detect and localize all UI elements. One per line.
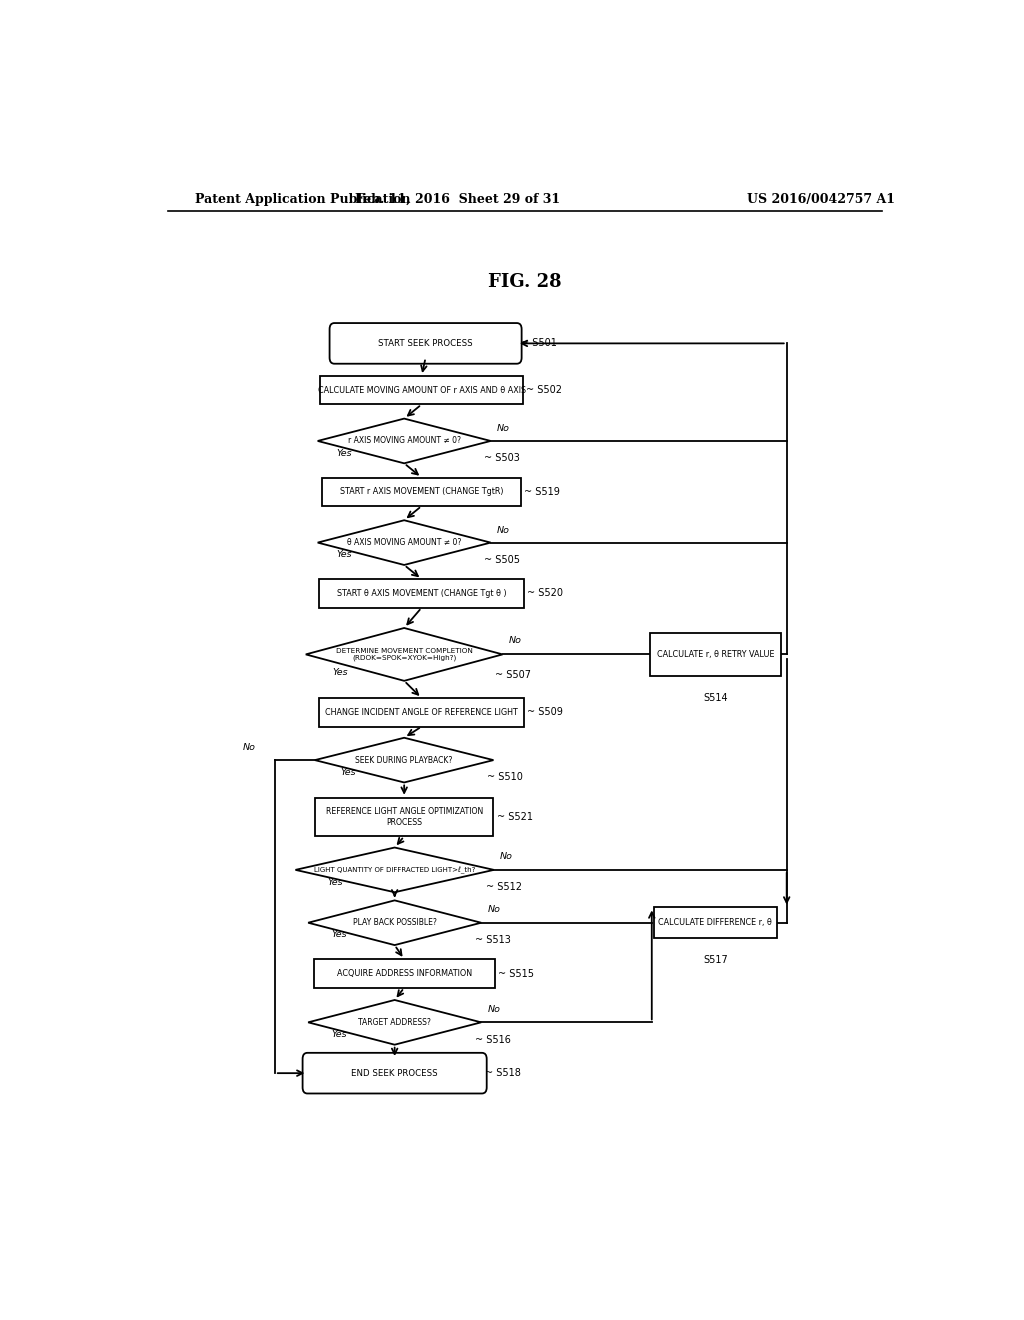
Text: ~ S519: ~ S519 (524, 487, 560, 496)
Text: ~ S513: ~ S513 (475, 935, 511, 945)
Text: CALCULATE r, θ RETRY VALUE: CALCULATE r, θ RETRY VALUE (656, 649, 774, 659)
Text: No: No (497, 424, 510, 433)
Text: START SEEK PROCESS: START SEEK PROCESS (378, 339, 473, 348)
Text: ~ S501: ~ S501 (521, 338, 557, 348)
Text: Yes: Yes (337, 449, 352, 458)
Text: CALCULATE MOVING AMOUNT OF r AXIS AND θ AXIS: CALCULATE MOVING AMOUNT OF r AXIS AND θ … (317, 385, 525, 395)
Text: Yes: Yes (331, 931, 347, 940)
Text: CALCULATE DIFFERENCE r, θ: CALCULATE DIFFERENCE r, θ (658, 919, 772, 927)
Text: Yes: Yes (333, 668, 348, 677)
Bar (319, 698, 524, 726)
Text: ~ S516: ~ S516 (475, 1035, 511, 1044)
Text: ACQUIRE ADDRESS INFORMATION: ACQUIRE ADDRESS INFORMATION (337, 969, 472, 978)
Text: No: No (497, 525, 510, 535)
Polygon shape (306, 628, 503, 681)
Text: r AXIS MOVING AMOUNT ≠ 0?: r AXIS MOVING AMOUNT ≠ 0? (348, 437, 461, 445)
Text: No: No (487, 1005, 501, 1014)
Text: Feb. 11, 2016  Sheet 29 of 31: Feb. 11, 2016 Sheet 29 of 31 (354, 193, 560, 206)
Text: Yes: Yes (328, 878, 343, 887)
Text: ~ S507: ~ S507 (495, 669, 530, 680)
Text: No: No (509, 636, 522, 644)
FancyBboxPatch shape (330, 323, 521, 364)
Text: No: No (500, 853, 513, 861)
Text: No: No (487, 906, 501, 913)
Bar (319, 579, 524, 607)
Text: US 2016/0042757 A1: US 2016/0042757 A1 (748, 193, 895, 206)
FancyBboxPatch shape (303, 1053, 486, 1093)
Bar (653, 907, 777, 939)
Polygon shape (296, 847, 494, 892)
Text: ~ S518: ~ S518 (485, 1068, 521, 1078)
Bar (650, 634, 780, 676)
Text: ~ S502: ~ S502 (526, 385, 562, 395)
Text: ~ S512: ~ S512 (486, 882, 522, 892)
Polygon shape (315, 738, 494, 783)
Text: ~ S510: ~ S510 (487, 772, 523, 783)
Polygon shape (317, 418, 490, 463)
Text: ~ S520: ~ S520 (527, 589, 563, 598)
Text: Yes: Yes (341, 768, 356, 776)
Text: END SEEK PROCESS: END SEEK PROCESS (351, 1069, 438, 1077)
Bar (321, 376, 523, 404)
Text: θ AXIS MOVING AMOUNT ≠ 0?: θ AXIS MOVING AMOUNT ≠ 0? (347, 539, 462, 546)
Text: SEEK DURING PLAYBACK?: SEEK DURING PLAYBACK? (355, 755, 453, 764)
Text: ~ S505: ~ S505 (484, 554, 520, 565)
Text: ~ S509: ~ S509 (527, 708, 563, 717)
Text: S514: S514 (702, 693, 728, 704)
Text: ~ S503: ~ S503 (484, 453, 520, 463)
Text: S517: S517 (702, 956, 728, 965)
Text: ~ S515: ~ S515 (498, 969, 534, 978)
Text: PLAY BACK POSSIBLE?: PLAY BACK POSSIBLE? (352, 919, 436, 927)
Text: Patent Application Publication: Patent Application Publication (196, 193, 411, 206)
Text: Yes: Yes (337, 550, 352, 560)
Text: DETERMINE MOVEMENT COMPLETION
(RDOK=SPOK=XYOK=High?): DETERMINE MOVEMENT COMPLETION (RDOK=SPOK… (336, 648, 473, 661)
Text: ~ S521: ~ S521 (497, 812, 532, 822)
Bar (323, 478, 521, 506)
Text: FIG. 28: FIG. 28 (488, 273, 561, 292)
Text: Yes: Yes (331, 1030, 347, 1039)
Text: START θ AXIS MOVEMENT (CHANGE Tgt θ ): START θ AXIS MOVEMENT (CHANGE Tgt θ ) (337, 589, 507, 598)
Text: TARGET ADDRESS?: TARGET ADDRESS? (358, 1018, 431, 1027)
Polygon shape (317, 520, 490, 565)
Bar (313, 960, 495, 987)
Polygon shape (308, 900, 481, 945)
Bar (315, 797, 494, 837)
Text: CHANGE INCIDENT ANGLE OF REFERENCE LIGHT: CHANGE INCIDENT ANGLE OF REFERENCE LIGHT (326, 708, 518, 717)
Text: LIGHT QUANTITY OF DIFFRACTED LIGHT>ℓ_th?: LIGHT QUANTITY OF DIFFRACTED LIGHT>ℓ_th? (314, 866, 475, 874)
Text: No: No (243, 743, 256, 752)
Polygon shape (308, 1001, 481, 1044)
Text: REFERENCE LIGHT ANGLE OPTIMIZATION
PROCESS: REFERENCE LIGHT ANGLE OPTIMIZATION PROCE… (326, 808, 482, 826)
Text: START r AXIS MOVEMENT (CHANGE TgtR): START r AXIS MOVEMENT (CHANGE TgtR) (340, 487, 504, 496)
